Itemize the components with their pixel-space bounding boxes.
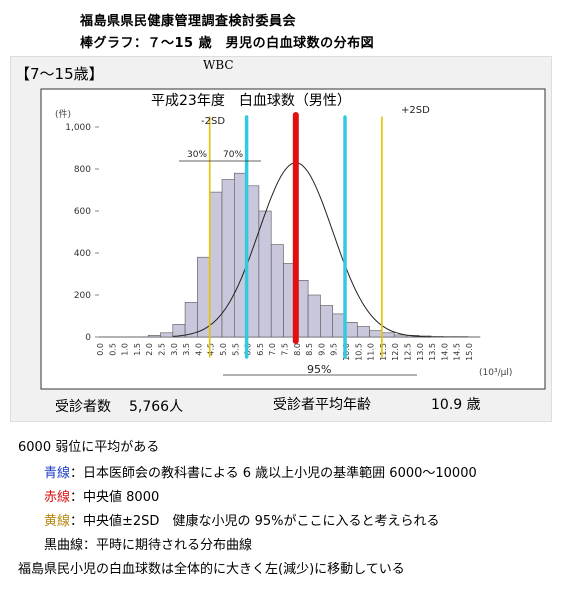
note-red: 赤線：中央値 8000 <box>44 486 159 505</box>
chart-caption: 棒グラフ：７～15 歳 男児の白血球数の分布図 <box>80 36 375 51</box>
x-tick-label: 0.5 <box>108 343 117 356</box>
red-line-text: ：中央値 8000 <box>70 490 160 505</box>
x-tick-label: 13.5 <box>428 343 437 361</box>
note-yellow: 黄線：中央値±2SD 健康な小児の 95%がここに入ると考えられる <box>44 510 439 529</box>
bar <box>356 326 370 338</box>
x-tick-label: 3.5 <box>182 343 191 356</box>
avg-age-value: 10.9 歳 <box>431 397 481 413</box>
examinees-value: 5,766人 <box>129 399 183 415</box>
x-tick-label: 1.0 <box>121 343 130 356</box>
y-axis-unit: (件) <box>55 108 71 120</box>
bar <box>307 294 321 338</box>
handwritten-2sd-right: +2SD <box>401 105 430 116</box>
x-tick-label: 9.5 <box>330 343 339 356</box>
y-tick-label: 0 <box>85 333 91 343</box>
bar <box>184 302 198 338</box>
red-line-label: 赤線 <box>44 490 71 505</box>
bar <box>430 336 444 338</box>
bar <box>332 313 346 338</box>
y-tick-label: 200 <box>74 291 91 301</box>
handwritten-2sd-left: -2SD <box>201 116 225 127</box>
reference-lines <box>208 112 383 359</box>
bar <box>320 305 333 338</box>
committee-title: 福島県県民健康管理調査検討委員会 <box>80 14 297 29</box>
x-axis-unit: (10³/μl) <box>479 368 512 378</box>
blue-line-label: 青線 <box>44 466 71 481</box>
x-tick-label: 0.0 <box>96 343 105 356</box>
x-tick-label: 7.5 <box>281 343 290 356</box>
x-tick-label: 14.0 <box>440 343 449 361</box>
bar <box>369 330 383 338</box>
y-tick-label: 1,000 <box>65 123 91 133</box>
note-blue: 青線：日本医師会の教科書による 6 歳以上小児の基準範囲 6000～10000 <box>44 462 477 481</box>
x-tick-label: 4.0 <box>194 343 203 356</box>
x-tick-label: 2.0 <box>145 343 154 356</box>
x-tick-label: 15.0 <box>465 343 474 361</box>
x-tick-label: 1.5 <box>133 343 142 356</box>
bar <box>160 332 174 338</box>
bar <box>234 172 247 338</box>
x-tick-label: 12.5 <box>404 343 413 361</box>
x-tick-label: 11.0 <box>367 343 376 361</box>
x-tick-label: 8.5 <box>305 343 314 356</box>
bar <box>221 179 235 338</box>
conclusion: 福島県民小児の白血球数は全体的に大きく左(減少)に移動している <box>18 562 405 577</box>
handwritten-70-percent: 70% <box>223 150 243 160</box>
x-tick-label: 8.0 <box>293 343 302 356</box>
x-tick-label: 4.5 <box>207 343 216 356</box>
x-tick-label: 3.0 <box>170 343 179 356</box>
yellow-line-text: ：中央値±2SD 健康な小児の 95%がここに入ると考えられる <box>70 514 440 529</box>
y-tick-label: 600 <box>74 207 91 217</box>
chart-title: 平成23年度 白血球数（男性） <box>151 93 351 109</box>
bar <box>197 256 210 338</box>
x-tick-label: 6.5 <box>256 343 265 356</box>
x-tick-label: 9.0 <box>317 343 326 356</box>
x-tick-label: 7.0 <box>268 343 277 356</box>
bar <box>258 210 272 338</box>
bar <box>381 332 395 338</box>
scanned-chart-image: 【7～15歳】 WBC 平成23年度 白血球数（男性） (件) (10³/μl)… <box>10 56 552 422</box>
handwritten-wbc: WBC <box>203 58 234 72</box>
x-tick-label: 10.5 <box>354 343 363 361</box>
x-tick-label: 13.0 <box>416 343 425 361</box>
x-tick-label: 14.5 <box>453 343 462 361</box>
bar <box>344 321 358 338</box>
note-average: 6000 弱位に平均がある <box>18 440 160 455</box>
bar <box>147 335 161 338</box>
avg-age-label: 受診者平均年齢 <box>273 397 371 413</box>
y-tick-label: 800 <box>74 165 91 175</box>
x-tick-label: 11.5 <box>379 343 388 361</box>
x-tick-label: 5.5 <box>231 343 240 356</box>
yellow-line-label: 黄線 <box>44 514 71 529</box>
normal-distribution-curve <box>172 162 432 338</box>
bars <box>147 172 469 338</box>
wbc-histogram: 【7～15歳】 WBC 平成23年度 白血球数（男性） (件) (10³/μl)… <box>15 58 546 415</box>
age-bracket-label: 【7～15歳】 <box>15 65 104 83</box>
blue-line-text: ：日本医師会の教科書による 6 歳以上小児の基準範囲 6000～10000 <box>70 466 477 481</box>
x-tick-label: 12.0 <box>391 343 400 361</box>
handwritten-95-percent: 95% <box>307 363 331 376</box>
note-black-curve: 黒曲線：平時に期待される分布曲線 <box>44 538 253 553</box>
x-tick-label: 5.0 <box>219 343 228 356</box>
handwritten-30-percent: 30% <box>187 150 207 160</box>
x-tick-label: 2.5 <box>158 343 167 356</box>
bar <box>270 244 284 338</box>
examinees-label: 受診者数 <box>55 399 111 415</box>
y-tick-label: 400 <box>74 249 91 259</box>
